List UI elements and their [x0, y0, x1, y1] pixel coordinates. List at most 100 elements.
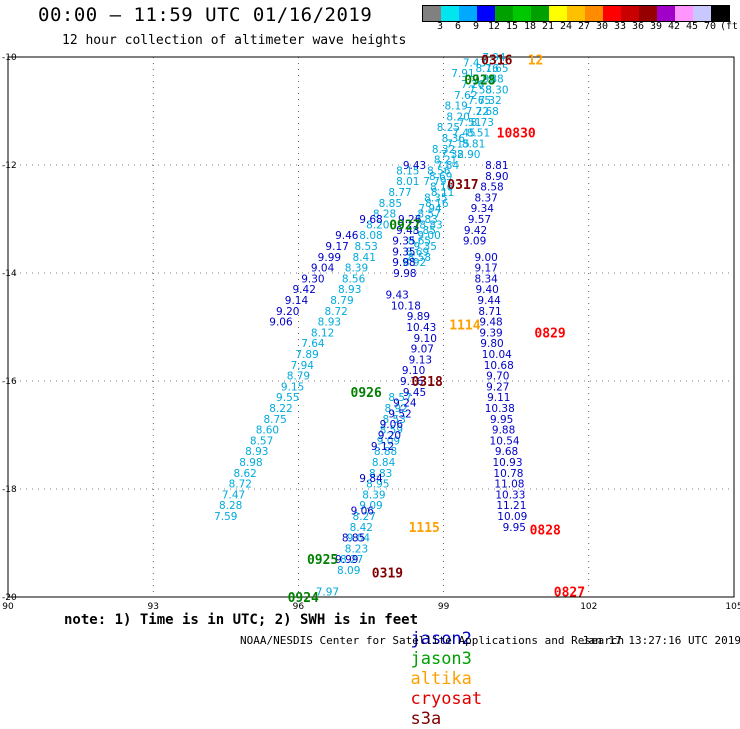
swh-value: 9.20 — [378, 430, 401, 442]
swh-value: 8.85 — [342, 533, 365, 545]
swh-value: 9.34 — [471, 203, 495, 215]
y-tick-label: -12 — [2, 161, 17, 171]
y-tick-label: -14 — [2, 269, 17, 279]
swh-value: 8.81 — [462, 138, 485, 150]
swh-value: 9.10 — [414, 333, 437, 345]
swh-value: 8.73 — [471, 117, 494, 129]
color-scale-label: 30 — [595, 21, 609, 32]
swh-value: 9.44 — [477, 295, 501, 307]
swh-value: 8.79 — [287, 371, 310, 383]
swh-value: 7.95 — [473, 74, 496, 86]
swh-value: 7.15 — [446, 138, 469, 150]
swh-value: 10.93 — [492, 457, 522, 469]
swh-value: 9.09 — [463, 236, 486, 248]
swh-value: 9.24 — [393, 398, 417, 410]
swh-value: 8.85 — [413, 225, 436, 237]
swh-value: 7.26 — [461, 79, 485, 91]
swh-value: 9.39 — [479, 327, 502, 339]
swh-value: 9.12 — [371, 441, 394, 453]
swh-value: 8.60 — [256, 425, 279, 437]
swh-value: 9.30 — [301, 273, 324, 285]
swh-value: 9.98 — [392, 257, 415, 269]
color-scale-label: 18 — [523, 21, 537, 32]
color-swatch — [549, 6, 567, 21]
swh-value: 9.09 — [377, 435, 400, 447]
swh-value: 8.98 — [239, 457, 262, 469]
swh-value: 8.93 — [338, 284, 361, 296]
swh-value: 9.43 — [403, 160, 426, 172]
color-swatch — [657, 6, 675, 21]
swh-value: 7.84 — [436, 160, 460, 172]
swh-value: 7.79 — [423, 176, 446, 188]
pass-time-label: 0828 — [530, 524, 561, 539]
swh-value: 8.79 — [330, 295, 353, 307]
swh-value: 8.58 — [480, 182, 503, 194]
swh-value: 8.93 — [245, 446, 268, 458]
swh-value: 8.27 — [353, 511, 376, 523]
color-swatch — [675, 6, 693, 21]
swh-value: 9.35 — [414, 241, 437, 253]
swh-value: 8.20 — [366, 219, 389, 231]
swh-value: 8.59 — [380, 425, 403, 437]
pass-time-label: 12 — [528, 54, 544, 69]
swh-value: 8.69 — [406, 246, 429, 258]
color-scale-label: 45 — [685, 21, 699, 32]
swh-value: 8.88 — [374, 446, 397, 458]
x-tick-label: 96 — [293, 602, 305, 612]
swh-value: 8.83 — [369, 468, 392, 480]
swh-value: 8.39 — [362, 489, 385, 501]
swh-value: 9.13 — [409, 354, 432, 366]
plot-grid — [8, 57, 734, 597]
color-scale-label: 6 — [454, 21, 462, 32]
swh-value: 7.89 — [295, 349, 318, 361]
swh-value: 9.98 — [393, 268, 416, 280]
x-tick-label: 102 — [580, 602, 597, 612]
swh-value: 9.17 — [325, 241, 348, 253]
swh-value: 7.94 — [291, 360, 315, 372]
swh-value: 9.68 — [359, 214, 382, 226]
swh-value: 9.06 — [351, 506, 375, 518]
swh-value: 7.51 — [458, 117, 481, 129]
swh-value: 9.00 — [474, 252, 497, 264]
swh-value: 8.57 — [388, 392, 411, 404]
color-scale-label: 39 — [649, 21, 663, 32]
swh-value: 8.92 — [403, 257, 426, 269]
swh-value: 7.32 — [441, 149, 464, 161]
chart-title: 00:00 – 11:59 UTC 01/16/2019 — [38, 4, 373, 26]
color-scale-label: 21 — [541, 21, 555, 32]
y-tick-label: -10 — [2, 53, 17, 63]
swh-value: 9.15 — [281, 381, 304, 393]
pass-time-labels: 0316 12 0928 10830 0317 0927 1114 0829 0318 0926 1… — [288, 54, 586, 606]
swh-value: 7.47 — [222, 489, 245, 501]
swh-value: 8.09 — [337, 565, 360, 577]
pass-time-label: 0317 — [447, 178, 478, 193]
swh-value: 7.62 — [454, 90, 477, 102]
swh-value: 8.57 — [417, 209, 440, 221]
color-scale-label: 42 — [667, 21, 681, 32]
swh-value: 10.09 — [497, 511, 527, 523]
swh-value: 8.90 — [457, 149, 480, 161]
color-scale-bar — [422, 5, 730, 22]
swh-value: 8.25 — [437, 122, 460, 134]
x-tick-label: 93 — [147, 602, 158, 612]
swh-value: 9.70 — [486, 371, 509, 383]
swh-value: 8.15 — [396, 165, 419, 177]
swh-value: 8.22 — [269, 403, 292, 415]
satellite-legend: jason2 jason3 altika cryosat s3a — [390, 609, 492, 729]
swh-value: 9.09 — [359, 500, 382, 512]
swh-value: 8.23 — [345, 543, 368, 555]
swh-value: 11.08 — [494, 479, 524, 491]
swh-value: 8.27 — [340, 554, 363, 566]
swh-value: 8.39 — [345, 263, 368, 275]
swh-value: 8.16 — [430, 182, 454, 194]
legend-altika: altika — [410, 669, 472, 689]
swh-value: 10.78 — [493, 468, 523, 480]
swh-value: 8.41 — [353, 252, 376, 264]
swh-value: 8.93 — [318, 317, 341, 329]
swh-value: 9.16 — [400, 376, 424, 388]
color-swatch — [423, 6, 441, 21]
color-swatch — [585, 6, 603, 21]
swh-value: 9.80 — [480, 338, 503, 350]
color-scale-label: 12 — [487, 21, 501, 32]
swh-value: 8.21 — [434, 155, 457, 167]
